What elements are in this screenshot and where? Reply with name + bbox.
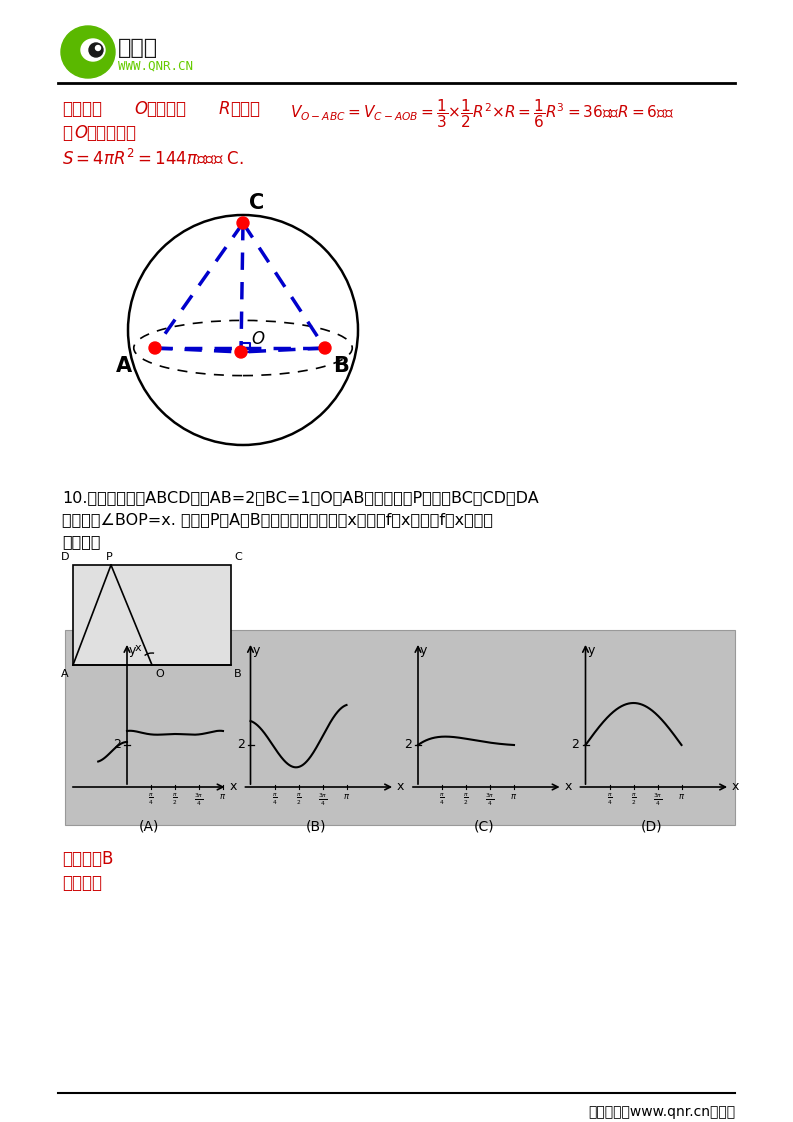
Text: $O$: $O$ [251,330,266,348]
Text: y: y [129,644,136,657]
Text: C: C [234,552,242,562]
Circle shape [235,346,247,358]
Text: 大，设球: 大，设球 [62,100,102,118]
Text: 青年人网（www.qnr.cn）提供: 青年人网（www.qnr.cn）提供 [588,1105,735,1119]
Text: 青年人: 青年人 [118,38,158,58]
Text: y: y [252,644,260,657]
Text: x: x [732,781,739,793]
Text: x: x [135,643,141,653]
Text: x: x [565,781,572,793]
Text: P: P [105,552,113,562]
Text: $\frac{\pi}{4}$: $\frac{\pi}{4}$ [607,792,612,807]
Text: (C): (C) [473,820,494,834]
Text: $\frac{\pi}{2}$: $\frac{\pi}{2}$ [463,792,469,807]
Text: WWW.QNR.CN: WWW.QNR.CN [118,59,193,73]
Text: x: x [397,781,404,793]
Text: 10.如图，长方形ABCD的边AB=2，BC=1，O是AB的中点，点P沿着边BC、CD与DA: 10.如图，长方形ABCD的边AB=2，BC=1，O是AB的中点，点P沿着边BC… [62,490,538,505]
Text: B: B [234,669,242,679]
Text: ，此时: ，此时 [230,100,260,118]
Text: (A): (A) [139,820,159,834]
Text: $O$: $O$ [74,125,89,142]
Text: $\frac{\pi}{4}$: $\frac{\pi}{4}$ [272,792,278,807]
Text: y: y [420,644,427,657]
Text: 2: 2 [404,738,412,752]
Text: 的表面积为: 的表面积为 [86,125,136,142]
Text: 2: 2 [572,738,580,752]
Ellipse shape [81,39,105,61]
Text: 球: 球 [62,125,72,142]
Text: 像大致为: 像大致为 [62,534,101,549]
Text: $\frac{\pi}{4}$: $\frac{\pi}{4}$ [439,792,445,807]
Text: 运动，记∠BOP=x. 将动点P到A、B两点距离之和表示为x的函数f（x），则f（x）的图: 运动，记∠BOP=x. 将动点P到A、B两点距离之和表示为x的函数f（x），则f… [62,512,493,527]
Text: 2: 2 [113,738,121,752]
Text: O: O [155,669,163,679]
Text: $\mathbf{C}$: $\mathbf{C}$ [248,193,264,213]
Text: $V_{O-ABC}=V_{C-AOB}=\dfrac{1}{3}{\times}\dfrac{1}{2}R^{2}{\times}R=\dfrac{1}{6}: $V_{O-ABC}=V_{C-AOB}=\dfrac{1}{3}{\times… [290,96,674,130]
Bar [73,565,231,665]
Text: $\frac{\pi}{2}$: $\frac{\pi}{2}$ [296,792,301,807]
Text: 2: 2 [236,738,244,752]
Text: $\mathbf{A}$: $\mathbf{A}$ [115,356,133,376]
Text: $\frac{\pi}{4}$: $\frac{\pi}{4}$ [148,792,154,807]
Circle shape [89,43,103,57]
Text: 【答案】B: 【答案】B [62,850,113,868]
Text: D: D [60,552,69,562]
Circle shape [319,342,331,355]
Text: $\pi$: $\pi$ [343,792,350,801]
Ellipse shape [61,26,115,79]
Circle shape [95,46,101,50]
Text: $O$: $O$ [134,100,148,118]
Text: $R$: $R$ [218,100,230,118]
Text: $\frac{\pi}{2}$: $\frac{\pi}{2}$ [172,792,178,807]
Text: $\frac{3\pi}{4}$: $\frac{3\pi}{4}$ [485,792,495,809]
Text: 【解析】: 【解析】 [62,874,102,892]
Text: 的半径为: 的半径为 [146,100,186,118]
Circle shape [149,342,161,355]
Text: (B): (B) [306,820,327,834]
Text: A: A [61,669,69,679]
Bar [65,629,735,825]
Text: $\pi$: $\pi$ [678,792,685,801]
Text: $\mathbf{B}$: $\mathbf{B}$ [333,356,350,376]
Text: y: y [588,644,595,657]
Text: x: x [229,781,237,793]
Text: $\pi$: $\pi$ [511,792,518,801]
Text: $\frac{\pi}{2}$: $\frac{\pi}{2}$ [630,792,636,807]
Text: $\frac{3\pi}{4}$: $\frac{3\pi}{4}$ [653,792,662,809]
Text: $S=4\pi R^{2}=144\pi$，故选 C.: $S=4\pi R^{2}=144\pi$，故选 C. [62,148,243,167]
Text: $\frac{3\pi}{4}$: $\frac{3\pi}{4}$ [194,792,204,809]
Text: (D): (D) [641,820,662,834]
Text: $\frac{3\pi}{4}$: $\frac{3\pi}{4}$ [318,792,328,809]
Text: $\pi$: $\pi$ [220,792,227,801]
Circle shape [237,217,249,229]
